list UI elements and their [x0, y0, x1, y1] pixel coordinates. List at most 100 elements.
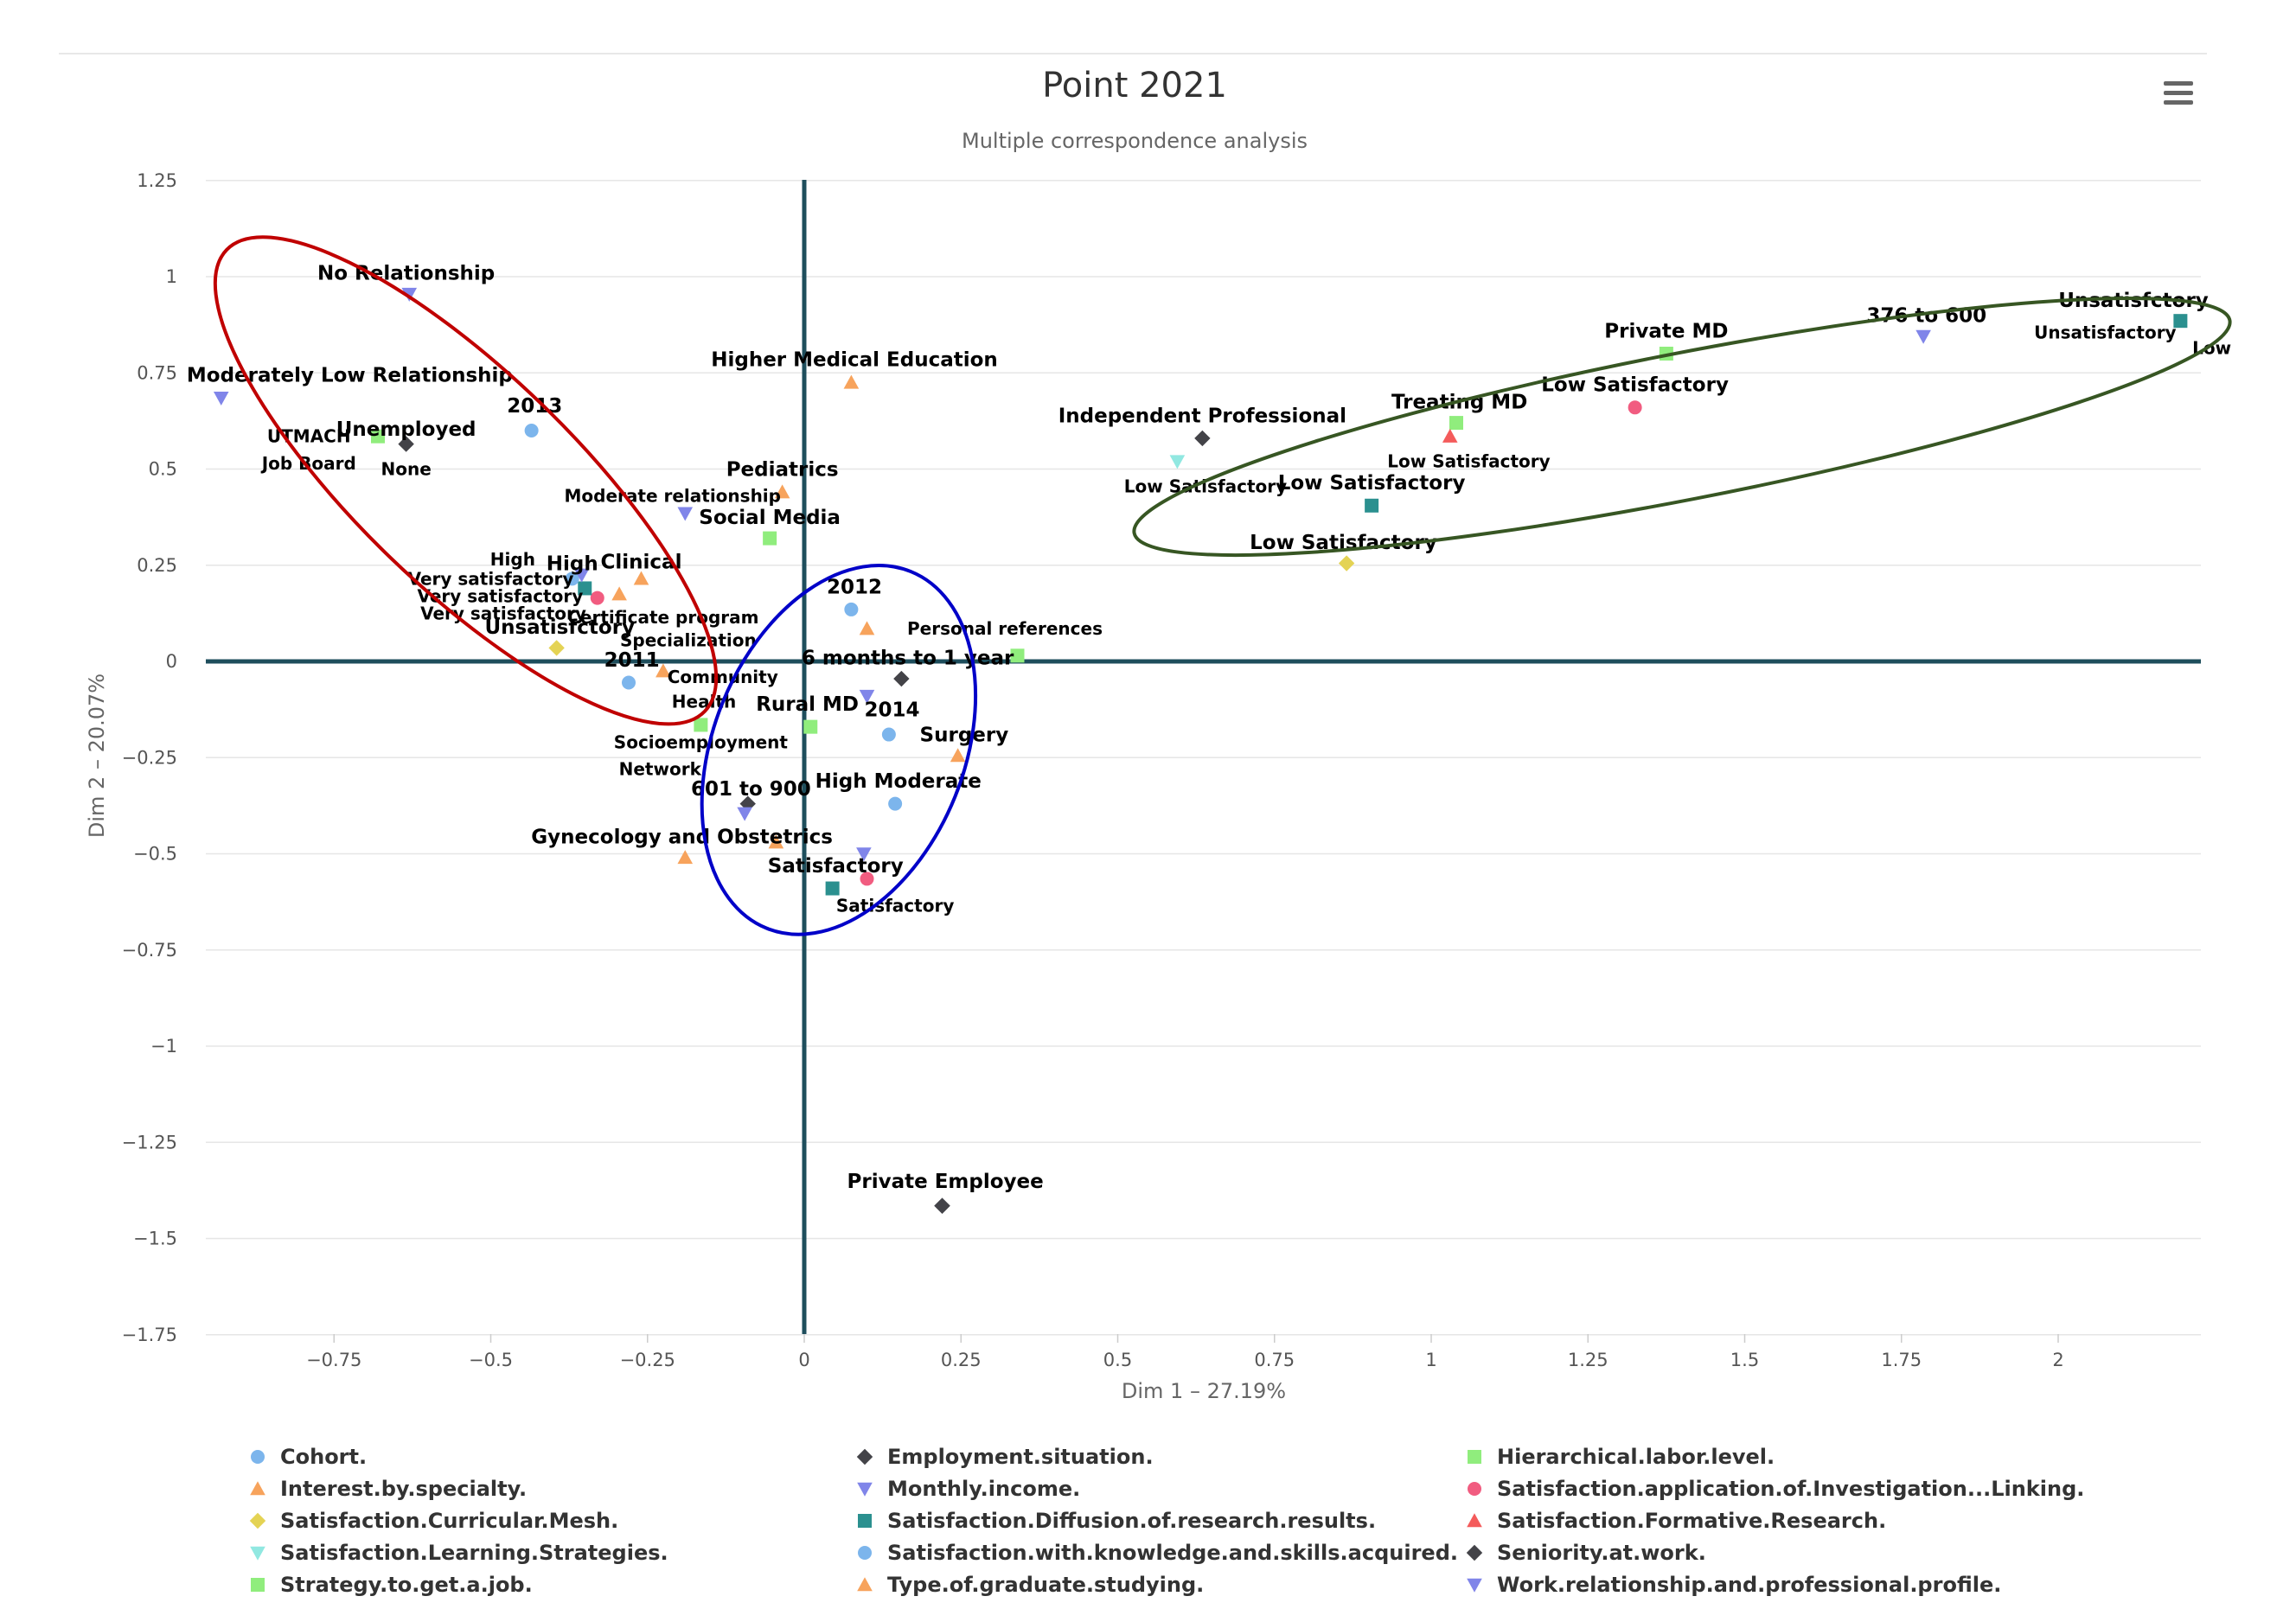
legend-label: Satisfaction.application.of.Investigatio… — [1497, 1477, 2084, 1501]
point-label: Moderate relationship — [565, 486, 781, 507]
data-point — [633, 571, 649, 585]
y-tick-label: 0.5 — [149, 459, 177, 480]
legend-item[interactable]: Employment.situation. — [856, 1445, 1154, 1469]
point-label: Low Satisfactory — [1387, 451, 1550, 472]
data-point — [677, 850, 694, 865]
red-cluster-ellipse — [213, 235, 719, 726]
chart-title: Point 2021 — [1042, 66, 1227, 105]
y-tick-label: −1.25 — [122, 1132, 177, 1152]
legend-item[interactable]: Strategy.to.get.a.job. — [251, 1573, 533, 1597]
y-tick-label: −1 — [150, 1036, 177, 1057]
data-point — [1010, 648, 1025, 663]
legend-label: Satisfaction.Diffusion.of.research.resul… — [887, 1509, 1376, 1533]
point-label: Satisfactory — [768, 855, 904, 878]
data-point — [573, 568, 590, 583]
data-point — [1915, 329, 1931, 344]
data-point — [856, 847, 872, 862]
point-label: Rural MD — [756, 693, 859, 716]
legend-item[interactable]: Satisfaction.with.knowledge.and.skills.a… — [858, 1541, 1458, 1565]
point-label: Moderately Low Relationship — [187, 365, 513, 387]
point-label: 6 months to 1 year — [802, 648, 1014, 670]
y-tick-label: −1.75 — [122, 1325, 177, 1345]
data-point — [844, 602, 859, 616]
point-label: Clinical — [601, 551, 682, 573]
point-label: Network — [619, 759, 702, 780]
point-label: Low Satisfactory — [1278, 472, 1466, 495]
data-point — [565, 571, 579, 586]
point-label: Unemployed — [336, 418, 476, 441]
zero-axes — [206, 180, 2201, 1334]
point-label: Social Media — [699, 507, 841, 529]
blue-cluster-ellipse — [700, 564, 978, 936]
point-label: Higher Medical Education — [711, 349, 998, 372]
point-label: High — [547, 553, 598, 576]
legend-label: Employment.situation. — [887, 1445, 1154, 1469]
x-tick-label: −0.5 — [469, 1350, 513, 1370]
data-point — [1628, 400, 1642, 415]
y-tick-label: 0.25 — [137, 555, 177, 576]
y-tick-label: −0.5 — [133, 844, 177, 865]
data-point — [843, 374, 860, 389]
chart-menu-button[interactable] — [2153, 73, 2203, 112]
data-point — [1338, 555, 1355, 571]
legend-marker — [1468, 1482, 1481, 1496]
cluster-highlights — [213, 235, 2232, 936]
legend-item[interactable]: Satisfaction.Learning.Strategies. — [250, 1541, 668, 1565]
legend-item[interactable]: Cohort. — [251, 1445, 367, 1469]
legend-item[interactable]: Satisfaction.application.of.Investigatio… — [1468, 1477, 2084, 1501]
data-point — [590, 591, 604, 605]
green-cluster-ellipse — [1132, 297, 2232, 558]
legend-marker — [857, 1577, 873, 1592]
data-point — [893, 670, 910, 687]
legend-marker — [249, 1512, 266, 1529]
data-point — [1365, 498, 1379, 513]
point-label: Personal references — [907, 618, 1103, 639]
data-point — [524, 424, 539, 437]
legend-item[interactable]: Hierarchical.labor.level. — [1468, 1445, 1775, 1469]
data-point — [860, 872, 874, 886]
legend-item[interactable]: Type.of.graduate.studying. — [857, 1573, 1204, 1597]
point-label: High — [490, 549, 535, 570]
point-label: Private Employee — [847, 1171, 1044, 1193]
y-tick-label: 1.25 — [137, 170, 177, 191]
point-label: Gynecology and Obstetrics — [531, 827, 833, 849]
point-label: 2014 — [864, 699, 919, 722]
data-point — [950, 748, 966, 763]
legend-item[interactable]: Seniority.at.work. — [1466, 1541, 1706, 1565]
legend-item[interactable]: Satisfaction.Curricular.Mesh. — [249, 1509, 618, 1533]
hamburger-menu-icon — [2164, 81, 2193, 105]
legend-marker — [858, 1514, 872, 1528]
data-point — [803, 719, 818, 734]
data-point — [888, 796, 903, 811]
legend-label: Hierarchical.labor.level. — [1497, 1445, 1775, 1469]
point-label: Very satisfactory — [408, 568, 574, 589]
legend-marker — [856, 1448, 873, 1465]
data-point — [694, 718, 708, 732]
point-label: 2012 — [827, 576, 882, 598]
data-point — [859, 689, 875, 704]
legend-label: Work.relationship.and.professional.profi… — [1497, 1573, 2001, 1597]
data-point — [578, 581, 592, 596]
point-label: Very satisfactory — [417, 585, 583, 606]
data-point — [774, 484, 790, 499]
data-point — [1169, 455, 1186, 469]
legend-item[interactable]: Interest.by.specialty. — [250, 1477, 527, 1501]
data-point — [825, 881, 840, 896]
legend-item[interactable]: Work.relationship.and.professional.profi… — [1467, 1573, 2001, 1597]
point-label: Private MD — [1604, 320, 1728, 342]
x-tick-label: 1.5 — [1730, 1350, 1759, 1370]
legend-item[interactable]: Satisfaction.Diffusion.of.research.resul… — [858, 1509, 1376, 1533]
legend-item[interactable]: Monthly.income. — [857, 1477, 1080, 1501]
legend-label: Cohort. — [280, 1445, 367, 1469]
data-point — [611, 586, 627, 601]
x-tick-label: 1.75 — [1881, 1350, 1922, 1370]
y-tick-label: −1.5 — [133, 1229, 177, 1249]
y-tick-label: 0.75 — [137, 362, 177, 383]
legend-marker — [858, 1546, 872, 1560]
point-label: 2011 — [604, 649, 660, 672]
data-point — [763, 531, 777, 546]
legend-label: Seniority.at.work. — [1497, 1541, 1706, 1565]
legend-label: Strategy.to.get.a.job. — [280, 1573, 533, 1597]
legend-item[interactable]: Satisfaction.Formative.Research. — [1467, 1509, 1886, 1533]
